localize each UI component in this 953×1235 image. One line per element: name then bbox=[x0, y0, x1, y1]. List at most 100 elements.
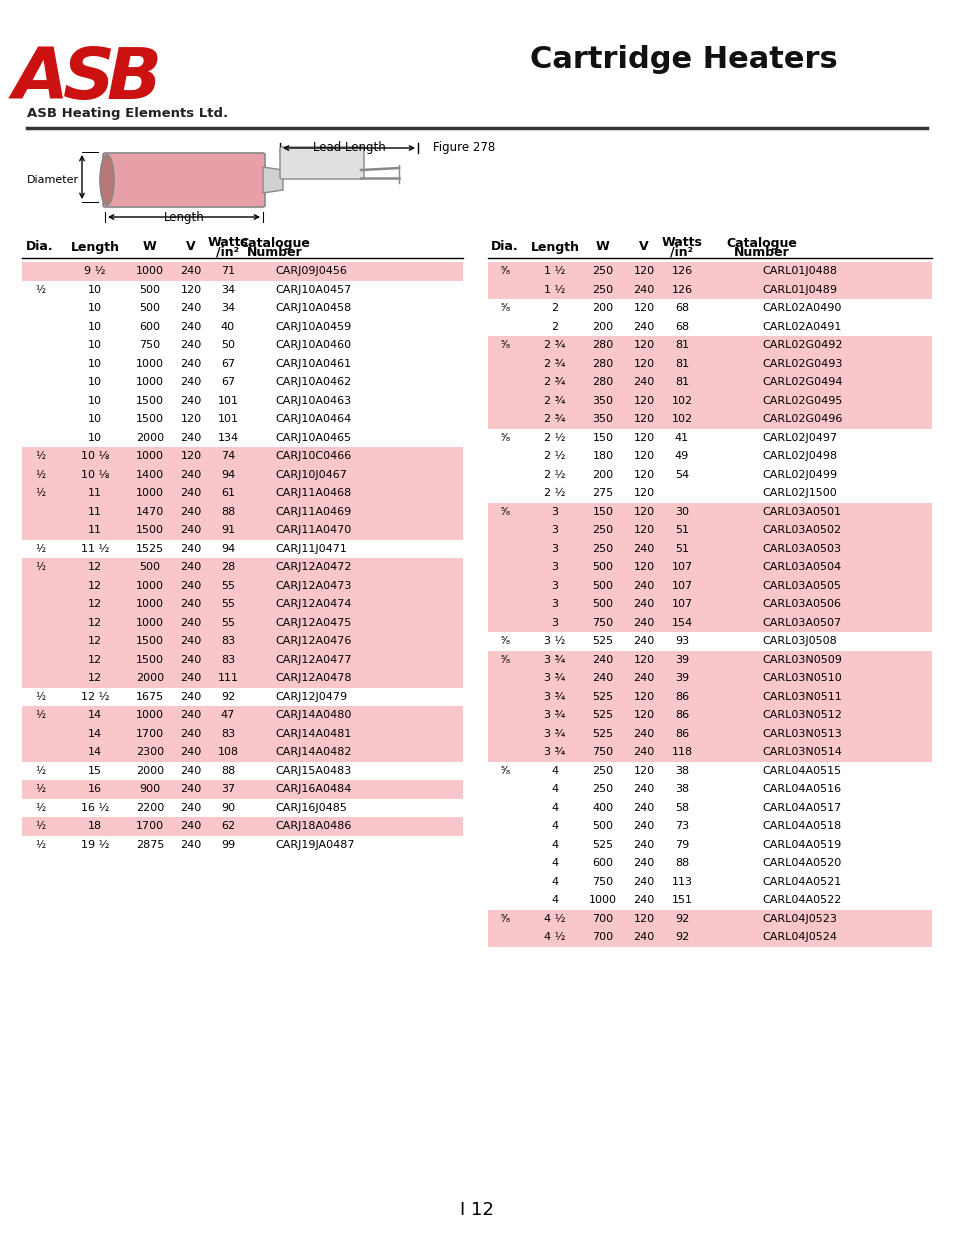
Text: 4: 4 bbox=[551, 877, 558, 887]
Text: 240: 240 bbox=[633, 543, 654, 553]
Text: CARL04A0516: CARL04A0516 bbox=[761, 784, 841, 794]
Text: 240: 240 bbox=[180, 618, 201, 627]
Text: 1500: 1500 bbox=[136, 655, 164, 664]
Text: 28: 28 bbox=[221, 562, 234, 572]
Text: 12 ½: 12 ½ bbox=[81, 692, 110, 701]
Text: 240: 240 bbox=[180, 729, 201, 739]
Text: 1470: 1470 bbox=[135, 506, 164, 516]
Text: 240: 240 bbox=[180, 784, 201, 794]
Text: 2000: 2000 bbox=[135, 766, 164, 776]
Text: 2 ½: 2 ½ bbox=[543, 432, 565, 443]
Text: 240: 240 bbox=[180, 562, 201, 572]
Text: 3: 3 bbox=[551, 562, 558, 572]
Text: 240: 240 bbox=[180, 543, 201, 553]
Text: 240: 240 bbox=[180, 432, 201, 443]
Text: 14: 14 bbox=[88, 729, 102, 739]
Text: CARL04A0517: CARL04A0517 bbox=[761, 803, 841, 813]
Text: 126: 126 bbox=[671, 267, 692, 277]
Text: 3 ½: 3 ½ bbox=[544, 636, 565, 646]
Text: 2875: 2875 bbox=[135, 840, 164, 850]
Text: 240: 240 bbox=[633, 932, 654, 942]
Text: 120: 120 bbox=[633, 562, 654, 572]
Text: 1 ½: 1 ½ bbox=[544, 285, 565, 295]
Bar bbox=[22, 725, 462, 743]
Text: CARL03N0514: CARL03N0514 bbox=[761, 747, 841, 757]
Text: 120: 120 bbox=[180, 451, 201, 461]
Text: 240: 240 bbox=[180, 673, 201, 683]
Text: CARL04J0524: CARL04J0524 bbox=[761, 932, 836, 942]
Text: ⁵⁄₈: ⁵⁄₈ bbox=[499, 655, 510, 664]
Text: 1700: 1700 bbox=[135, 821, 164, 831]
Text: CARL02J0498: CARL02J0498 bbox=[761, 451, 836, 461]
Bar bbox=[488, 391, 931, 410]
Text: 120: 120 bbox=[633, 395, 654, 406]
Bar bbox=[488, 595, 931, 614]
Text: 101: 101 bbox=[217, 395, 238, 406]
Text: 10: 10 bbox=[88, 432, 102, 443]
Text: 240: 240 bbox=[633, 803, 654, 813]
Text: 2: 2 bbox=[551, 322, 558, 332]
Text: 3: 3 bbox=[551, 525, 558, 535]
Text: CARL02J1500: CARL02J1500 bbox=[761, 488, 836, 498]
Text: 1500: 1500 bbox=[136, 395, 164, 406]
Text: ½: ½ bbox=[35, 840, 45, 850]
Text: Dia.: Dia. bbox=[26, 241, 53, 253]
Text: 12: 12 bbox=[88, 636, 102, 646]
Text: 240: 240 bbox=[180, 469, 201, 479]
Text: 2 ½: 2 ½ bbox=[543, 488, 565, 498]
Bar bbox=[22, 614, 462, 632]
Text: CARJ10A0465: CARJ10A0465 bbox=[274, 432, 351, 443]
Text: 240: 240 bbox=[180, 322, 201, 332]
Text: CARJ11A0469: CARJ11A0469 bbox=[274, 506, 351, 516]
Text: 120: 120 bbox=[633, 414, 654, 425]
Text: 2 ½: 2 ½ bbox=[543, 469, 565, 479]
Text: 34: 34 bbox=[221, 285, 234, 295]
Text: 40: 40 bbox=[221, 322, 234, 332]
Text: 58: 58 bbox=[674, 803, 688, 813]
Bar bbox=[22, 503, 462, 521]
Text: 86: 86 bbox=[674, 710, 688, 720]
Bar bbox=[22, 706, 462, 725]
Text: ½: ½ bbox=[35, 469, 45, 479]
Text: 38: 38 bbox=[674, 766, 688, 776]
Text: 180: 180 bbox=[592, 451, 613, 461]
Text: 1000: 1000 bbox=[588, 895, 617, 905]
Text: 4: 4 bbox=[551, 803, 558, 813]
Text: 250: 250 bbox=[592, 285, 613, 295]
Text: 120: 120 bbox=[633, 506, 654, 516]
Text: Length: Length bbox=[164, 210, 204, 224]
Text: 240: 240 bbox=[180, 341, 201, 351]
Bar bbox=[488, 614, 931, 632]
Bar bbox=[22, 484, 462, 503]
Text: 120: 120 bbox=[633, 710, 654, 720]
Text: ½: ½ bbox=[35, 488, 45, 498]
Text: ⁵⁄₈: ⁵⁄₈ bbox=[499, 636, 510, 646]
Text: 240: 240 bbox=[592, 655, 613, 664]
Text: Number: Number bbox=[247, 246, 302, 258]
Text: 240: 240 bbox=[180, 599, 201, 609]
Ellipse shape bbox=[100, 156, 113, 205]
Text: 94: 94 bbox=[221, 543, 234, 553]
Text: 240: 240 bbox=[592, 673, 613, 683]
Text: 240: 240 bbox=[633, 729, 654, 739]
Bar bbox=[488, 336, 931, 354]
Text: 120: 120 bbox=[633, 432, 654, 443]
Text: 113: 113 bbox=[671, 877, 692, 887]
Text: 14: 14 bbox=[88, 710, 102, 720]
Text: CARJ10A0458: CARJ10A0458 bbox=[274, 304, 351, 314]
Text: I 12: I 12 bbox=[459, 1200, 494, 1219]
Text: 120: 120 bbox=[633, 525, 654, 535]
Text: 10: 10 bbox=[88, 395, 102, 406]
Text: ½: ½ bbox=[35, 543, 45, 553]
Text: CARL04A0515: CARL04A0515 bbox=[761, 766, 841, 776]
Text: ½: ½ bbox=[35, 562, 45, 572]
Text: 151: 151 bbox=[671, 895, 692, 905]
Text: CARJ18A0486: CARJ18A0486 bbox=[274, 821, 351, 831]
Text: Catalogue: Catalogue bbox=[726, 236, 797, 249]
Bar bbox=[488, 503, 931, 521]
Text: 120: 120 bbox=[633, 469, 654, 479]
Text: 1000: 1000 bbox=[136, 599, 164, 609]
Text: 500: 500 bbox=[592, 599, 613, 609]
Text: 500: 500 bbox=[139, 285, 160, 295]
Text: 67: 67 bbox=[221, 377, 234, 388]
